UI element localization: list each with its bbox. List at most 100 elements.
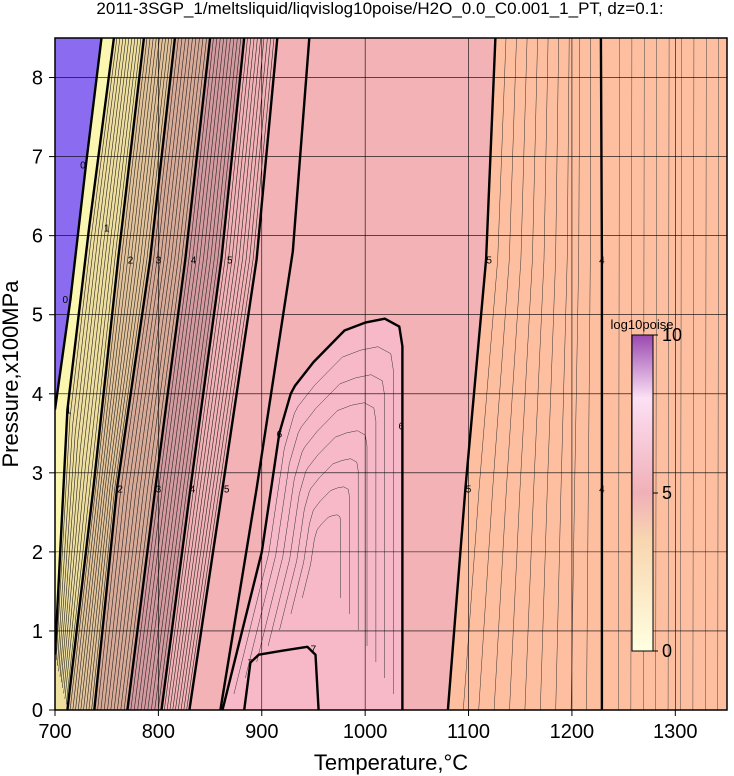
minor-contour-line [75,38,154,710]
minor-contour-line [107,38,190,710]
minor-contour-line [172,38,258,710]
contour-label: 5 [466,485,472,496]
contour-label: 2 [117,485,123,496]
contour-line-level-0 [55,38,103,410]
minor-contour-line [705,38,707,710]
minor-contour-line [154,38,238,710]
major-contours [55,38,604,710]
minor-contour-line [493,38,528,710]
minor-contour-line [177,38,265,710]
minor-contour-line [103,38,186,710]
x-tick-label: 900 [245,721,278,743]
x-tick-label: 800 [142,721,175,743]
minor-contour-line [69,38,148,710]
minor-contour-line [655,38,657,710]
contour-label-text: 7 [248,659,254,670]
contour-label-text: 3 [156,485,162,496]
minor-contour-line [130,38,214,710]
minor-contour-line [555,38,570,710]
contour-line-level-7 [219,38,311,710]
colorbar-ticks: 0 5 10 [653,325,682,661]
contour-label-text: 7 [311,644,317,655]
minor-contour-line [175,38,261,710]
minor-contour-line [717,38,719,710]
contour-labels: 0 0 1 1 2 2 3 3 4 4 5 5 6 6 7 7 5 5 4 4 [63,160,606,670]
contour-line-level-4 [599,38,604,710]
minor-contour-line [62,38,133,688]
contour-label-text: 5 [224,485,230,496]
minor-contour-line [85,38,166,710]
minor-contour-line [478,38,517,710]
contour-label: 1 [104,224,110,235]
minor-contour-line [64,38,139,699]
contour-label: 2 [128,255,134,266]
chart-title: 2011-3SGP_1/meltsliquid/liqvislog10poise… [96,0,663,18]
contour-label-text: 4 [191,255,197,266]
minor-contour-line [117,38,200,710]
y-tick-label: 6 [32,226,43,248]
contour-label-text: 6 [277,429,283,440]
colorbar-tick-label: 5 [662,483,672,503]
minor-contour-line [123,38,207,710]
contour-label: 5 [486,255,492,266]
minor-contour-line [113,38,197,710]
y-tick-label: 7 [32,147,43,169]
contour-label: 6 [277,429,283,440]
contour-label: 4 [191,255,197,266]
region-0-1 [55,38,114,655]
y-tick-label: 0 [32,700,43,722]
plot-frame [54,37,728,711]
contour-label-text: 4 [190,485,196,496]
contour-label: 5 [224,485,230,496]
contour-label-text: 0 [80,160,86,171]
minor-contour-line [110,38,193,710]
minor-contour-line [133,38,218,710]
contour-label-text: 5 [227,255,233,266]
contour-label-text: 3 [156,255,162,266]
minor-contour-line [180,38,268,710]
minor-contour-line [630,38,633,710]
minor-contour-line [256,402,377,663]
minor-contour-line [151,38,235,710]
y-tick-label: 8 [32,68,43,90]
minor-contour-line [147,38,231,710]
y-axis-ticks: 0 1 2 3 4 5 6 7 8 [32,68,55,722]
y-tick-label: 5 [32,305,43,327]
contour-label: 4 [599,255,605,266]
minor-contour-line [245,374,385,679]
contour-line-level-4 [126,38,212,710]
region-1-2 [55,38,144,710]
minor-contour-line [290,486,350,614]
minor-contour-line [140,38,224,710]
x-axis-ticks: 700 800 900 1000 1100 1200 1300 [38,710,698,743]
minor-contour-line [120,38,204,710]
x-tick-label: 1000 [343,721,388,743]
minor-contour-line [524,38,549,710]
minor-contour-line [667,38,670,710]
contour-line-level-3 [93,38,177,710]
contour-line-level-1 [55,38,116,655]
contour-label-text: 2 [117,485,123,496]
x-tick-label: 700 [38,721,71,743]
contour-label-text: 6 [399,421,405,432]
contour-label: 4 [599,485,605,496]
minor-contour-line [692,38,695,710]
grid-lines [55,38,727,710]
region-4-5 [127,38,245,710]
colorbar-gradient [631,334,654,652]
contour-label: 0 [63,295,69,306]
contour-label-text: 5 [486,255,492,266]
x-tick-label: 1100 [447,721,490,743]
minor-contour-line [88,38,169,710]
x-tick-label: 1300 [653,721,698,743]
contour-label: 7 [311,644,317,655]
contour-label: 6 [399,421,405,432]
minor-contour-line [279,458,359,631]
colorbar-label: log10poise [611,317,674,332]
minor-contour-line [463,38,507,710]
contour-line-level-2 [66,38,146,710]
minor-contour-line [58,38,124,672]
contour-line-level-5 [160,38,246,710]
y-tick-label: 3 [32,463,43,485]
colorbar-tick-label: 10 [662,325,682,345]
